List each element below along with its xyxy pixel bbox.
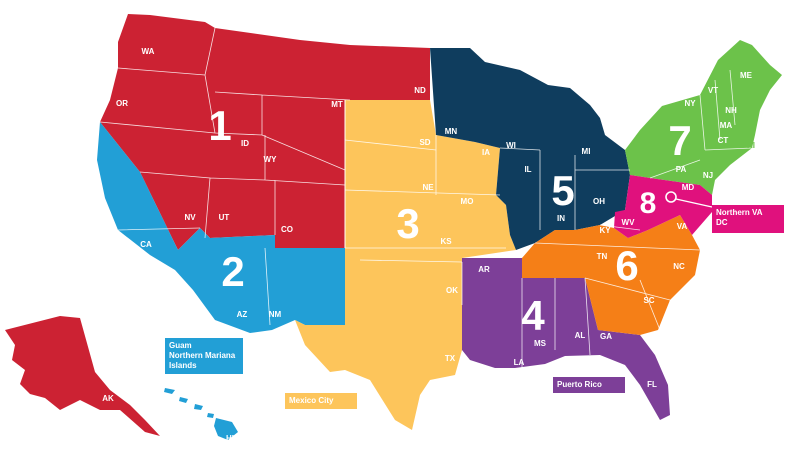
state-label-ny: NY [684,99,696,108]
state-label-ne: NE [422,183,434,192]
region-1-number: 1 [208,102,231,149]
state-label-ct: CT [718,136,729,145]
state-label-ms: MS [534,339,547,348]
state-label-ak: AK [102,394,114,403]
state-label-pa: PA [676,165,687,174]
region-2-area[interactable] [97,122,345,440]
state-label-sc: SC [643,296,654,305]
region-6-number: 6 [615,242,638,289]
region-5-area[interactable] [430,48,630,250]
puerto-rico-callout: Puerto Rico [553,377,625,393]
state-label-sd: SD [419,138,430,147]
region-7-number: 7 [668,117,691,164]
state-label-ia: IA [482,148,490,157]
state-label-mt: MT [331,100,343,109]
state-label-in: IN [557,214,565,223]
state-label-ok: OK [446,286,458,295]
region-8-area[interactable] [614,175,712,238]
region-4-area[interactable] [462,258,670,420]
state-label-wi: WI [506,141,516,150]
region-4-number: 4 [521,292,545,339]
state-label-ky: KY [599,226,611,235]
state-label-la: LA [514,358,525,367]
state-label-nh: NH [725,106,737,115]
state-label-va: VA [677,222,688,231]
state-label-or: OR [116,99,128,108]
state-label-co: CO [281,225,293,234]
state-label-ut: UT [219,213,230,222]
region-6-area[interactable] [522,215,700,335]
state-label-de: DE [714,187,726,196]
state-borders [99,27,753,368]
region-3-area[interactable] [295,100,516,430]
state-label-id: ID [241,139,249,148]
state-label-il: IL [524,165,531,174]
state-label-oh: OH [593,197,605,206]
mexico-city-callout: Mexico City [285,393,357,409]
state-label-nc: NC [673,262,685,271]
state-label-me: ME [740,71,753,80]
state-label-ga: GA [600,332,612,341]
state-label-nj: NJ [703,171,713,180]
northern-va-dc-callout: Northern VA DC [712,205,784,233]
state-label-ks: KS [440,237,452,246]
state-label-vt: VT [708,86,718,95]
state-label-nm: NM [269,310,282,319]
region-8-number: 8 [640,187,657,220]
state-label-az: AZ [237,310,248,319]
state-label-wv: WV [622,218,636,227]
state-label-ma: MA [720,121,733,130]
state-label-nd: ND [414,86,426,95]
state-label-hi: HI [226,434,234,443]
state-label-fl: FL [647,380,657,389]
state-label-mo: MO [461,197,474,206]
state-label-ri: RI [747,141,755,150]
region-7-area[interactable] [625,40,782,195]
state-label-tx: TX [445,354,456,363]
state-label-md: MD [682,183,695,192]
state-label-ca: CA [140,240,152,249]
dc-marker [665,191,713,208]
state-label-mn: MN [445,127,458,136]
state-label-nv: NV [184,213,196,222]
region-3-number: 3 [396,200,419,247]
state-label-wy: WY [264,155,278,164]
state-label-ar: AR [478,265,490,274]
region-5-number: 5 [551,167,574,214]
region-2-number: 2 [221,248,244,295]
state-label-mi: MI [582,147,591,156]
state-label-tn: TN [597,252,608,261]
guam-northern-mariana-callout: Guam Northern Mariana Islands [165,338,243,374]
state-label-al: AL [575,331,586,340]
state-label-wa: WA [142,47,155,56]
